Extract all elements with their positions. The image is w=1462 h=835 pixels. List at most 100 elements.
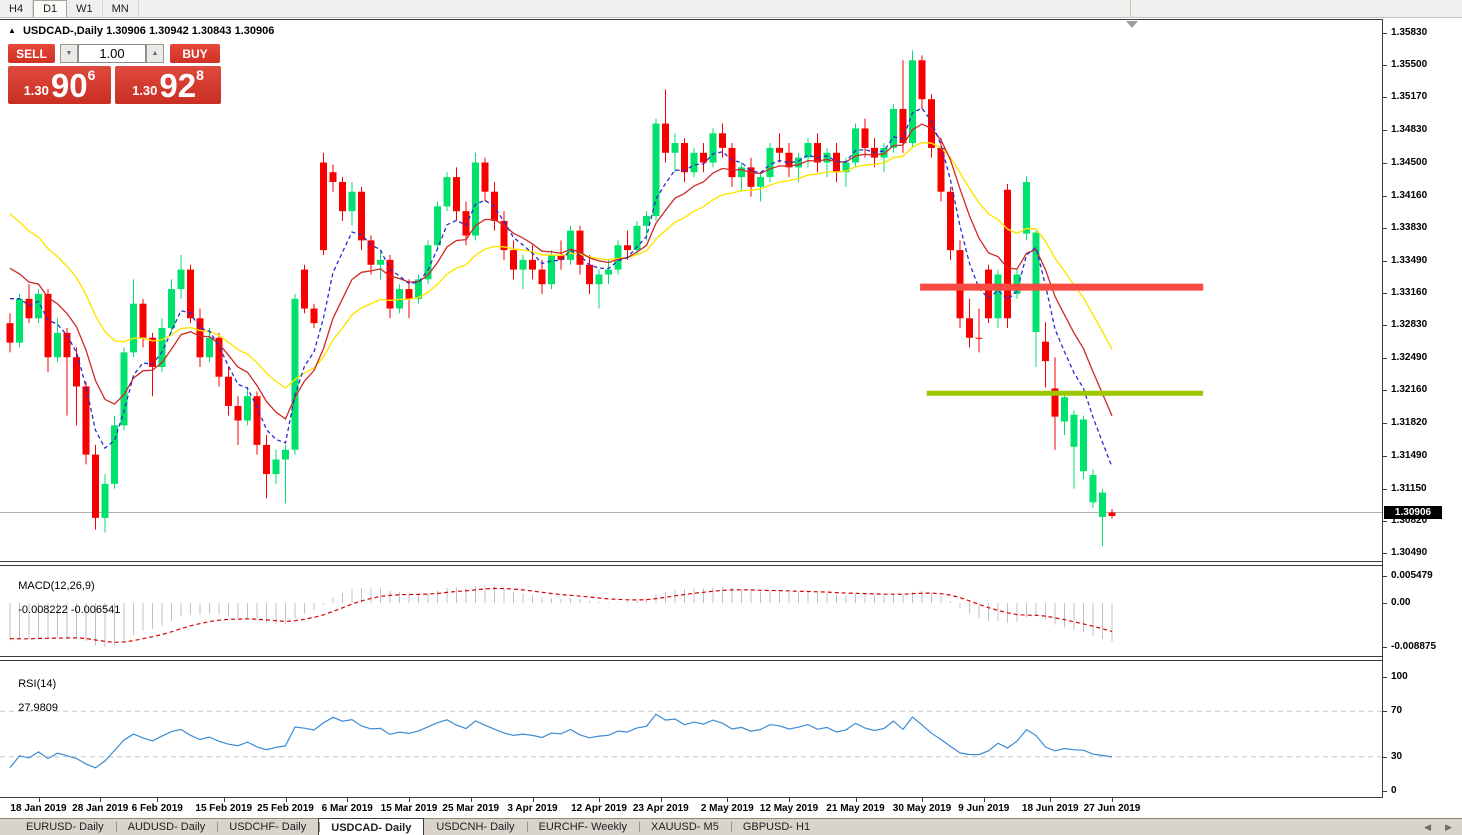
date-axis-tick — [599, 798, 600, 802]
macd-axis-label: -0.008875 — [1391, 641, 1437, 653]
chart-ohlc-values: 1.30906 1.30942 1.30843 1.30906 — [106, 25, 275, 37]
date-axis-label: 25 Mar 2019 — [442, 803, 500, 814]
date-axis-tick — [855, 798, 857, 802]
date-axis-label: 23 Apr 2019 — [632, 803, 689, 814]
price-axis-tick — [1383, 358, 1387, 360]
rsi-line — [9, 713, 1113, 769]
rsi-indicator-canvas[interactable] — [0, 662, 1383, 797]
buy-price-display[interactable]: 1.30 92 8 — [115, 66, 221, 104]
timeframe-toolbar: H4 D1 W1 MN — [0, 0, 1462, 18]
buy-price-pipette: 8 — [196, 67, 204, 83]
date-axis-label: 3 Apr 2019 — [507, 803, 558, 814]
ma-mid-line — [9, 123, 1113, 420]
date-axis-label: 15 Mar 2019 — [380, 803, 438, 814]
tab-usdchf-daily[interactable]: USDCHF- Daily — [217, 819, 318, 835]
pane-splitter-rsi[interactable] — [0, 656, 1383, 661]
tab-eurchf-weekly[interactable]: EURCHF- Weekly — [526, 819, 639, 835]
symbol-collapse-icon[interactable]: ▲ — [8, 26, 16, 35]
volume-decrease-button[interactable]: ▼ — [60, 44, 78, 63]
tab-scroll-left-icon[interactable]: ◀ — [1424, 821, 1432, 832]
symbol-tab-bar: EURUSD- Daily AUDUSD- Daily USDCHF- Dail… — [0, 818, 1462, 835]
macd-axis-label: 0.005479 — [1391, 569, 1433, 581]
date-axis-label: 12 Apr 2019 — [571, 803, 627, 814]
rsi-indicator-label: RSI(14) — [18, 678, 57, 690]
rsi-axis-label: 30 — [1391, 750, 1403, 762]
timeframe-button-d1[interactable]: D1 — [33, 0, 68, 17]
sell-price-prefix: 1.30 — [23, 83, 49, 98]
tab-usdcad-daily[interactable]: USDCAD- Daily — [318, 818, 425, 835]
price-axis-label: 1.32160 — [1391, 384, 1428, 396]
current-price-tag: 1.30906 — [1384, 506, 1442, 520]
buy-price-prefix: 1.30 — [132, 83, 158, 98]
tab-eurusd-daily[interactable]: EURUSD- Daily — [26, 821, 104, 833]
sell-button[interactable]: SELL — [8, 44, 55, 63]
price-axis-label: 1.34500 — [1391, 156, 1428, 168]
price-axis-tick — [1383, 390, 1387, 392]
price-axis-label: 1.34830 — [1391, 124, 1428, 136]
macd-axis-tick — [1383, 603, 1387, 604]
tab-scroll-right-icon[interactable]: ▶ — [1445, 821, 1452, 832]
date-axis-tick — [532, 798, 534, 802]
date-axis-label: 12 May 2019 — [759, 803, 819, 814]
timeframe-button-w1[interactable]: W1 — [67, 0, 103, 17]
date-axis-tick — [409, 798, 410, 802]
chart-title: ▲ USDCAD-,Daily 1.30906 1.30942 1.30843 … — [8, 25, 274, 37]
price-axis-label: 1.35500 — [1391, 59, 1428, 71]
date-axis-tick — [347, 798, 349, 802]
date-axis-tick — [1112, 798, 1113, 802]
date-axis-tick — [660, 798, 662, 802]
price-axis-tick — [1383, 423, 1387, 425]
sell-price-display[interactable]: 1.30 90 6 — [8, 66, 111, 104]
sell-price-pipette: 6 — [87, 67, 96, 83]
timeframe-button-h4[interactable]: H4 — [0, 0, 34, 17]
date-axis-label: 6 Mar 2019 — [321, 803, 373, 814]
tab-gbpusd-h1[interactable]: GBPUSD- H1 — [730, 819, 822, 835]
price-chart-canvas[interactable] — [0, 20, 1383, 562]
volume-input[interactable] — [78, 44, 146, 63]
axis-border-line — [1382, 20, 1383, 818]
date-axis-tick — [727, 798, 729, 802]
buy-button[interactable]: BUY — [170, 44, 220, 63]
price-axis-tick — [1383, 455, 1387, 457]
date-axis-label: 25 Feb 2019 — [257, 803, 314, 814]
price-axis-label: 1.30490 — [1391, 546, 1428, 558]
toolbar-separator — [1130, 0, 1131, 18]
date-axis-label: 2 May 2019 — [700, 803, 754, 814]
date-axis-tick — [470, 798, 472, 802]
timeframe-button-mn[interactable]: MN — [103, 0, 139, 17]
ma-slow-line — [9, 141, 1113, 389]
date-axis-tick — [789, 798, 790, 802]
pane-splitter-macd[interactable] — [0, 561, 1383, 566]
tab-usdcnh-daily[interactable]: USDCNH- Daily — [436, 821, 515, 833]
chart-frame-top-border — [0, 19, 1462, 20]
chart-shift-marker-icon[interactable] — [1126, 21, 1138, 28]
price-axis-label: 1.34160 — [1391, 189, 1428, 201]
tab-xauusd-m5[interactable]: XAUUSD- M5 — [638, 819, 731, 835]
price-axis-tick — [1383, 65, 1387, 67]
price-axis-label: 1.33830 — [1391, 221, 1428, 233]
volume-increase-button[interactable]: ▲ — [146, 44, 164, 63]
date-axis-label: 18 Jan 2019 — [10, 803, 67, 814]
rsi-axis-label: 0 — [1391, 785, 1397, 796]
sell-price-big: 90 — [50, 67, 88, 104]
price-axis-label: 1.33160 — [1391, 286, 1428, 298]
date-axis-label: 30 May 2019 — [892, 803, 952, 814]
macd-indicator-label: MACD(12,26,9) — [18, 580, 95, 592]
rsi-axis-tick — [1383, 677, 1387, 678]
date-axis-tick — [157, 798, 159, 802]
date-axis-label: 27 Jun 2019 — [1083, 803, 1141, 814]
price-axis-label: 1.35830 — [1391, 27, 1428, 38]
price-axis-label: 1.32490 — [1391, 352, 1428, 364]
date-axis-label: 9 Jun 2019 — [958, 803, 1010, 814]
price-axis-tick — [1383, 162, 1387, 164]
macd-indicator-canvas[interactable] — [0, 566, 1383, 656]
date-axis-tick — [285, 798, 287, 802]
macd-axis-label: 0.00 — [1391, 597, 1411, 608]
tab-audusd-daily[interactable]: AUDUSD- Daily — [115, 819, 218, 835]
date-axis-tick — [983, 798, 985, 802]
resistance-level-line — [920, 283, 1204, 291]
date-axis-label: 18 Jun 2019 — [1021, 803, 1079, 814]
tab-scroll-arrows: ◀ ▶ — [1424, 819, 1452, 835]
